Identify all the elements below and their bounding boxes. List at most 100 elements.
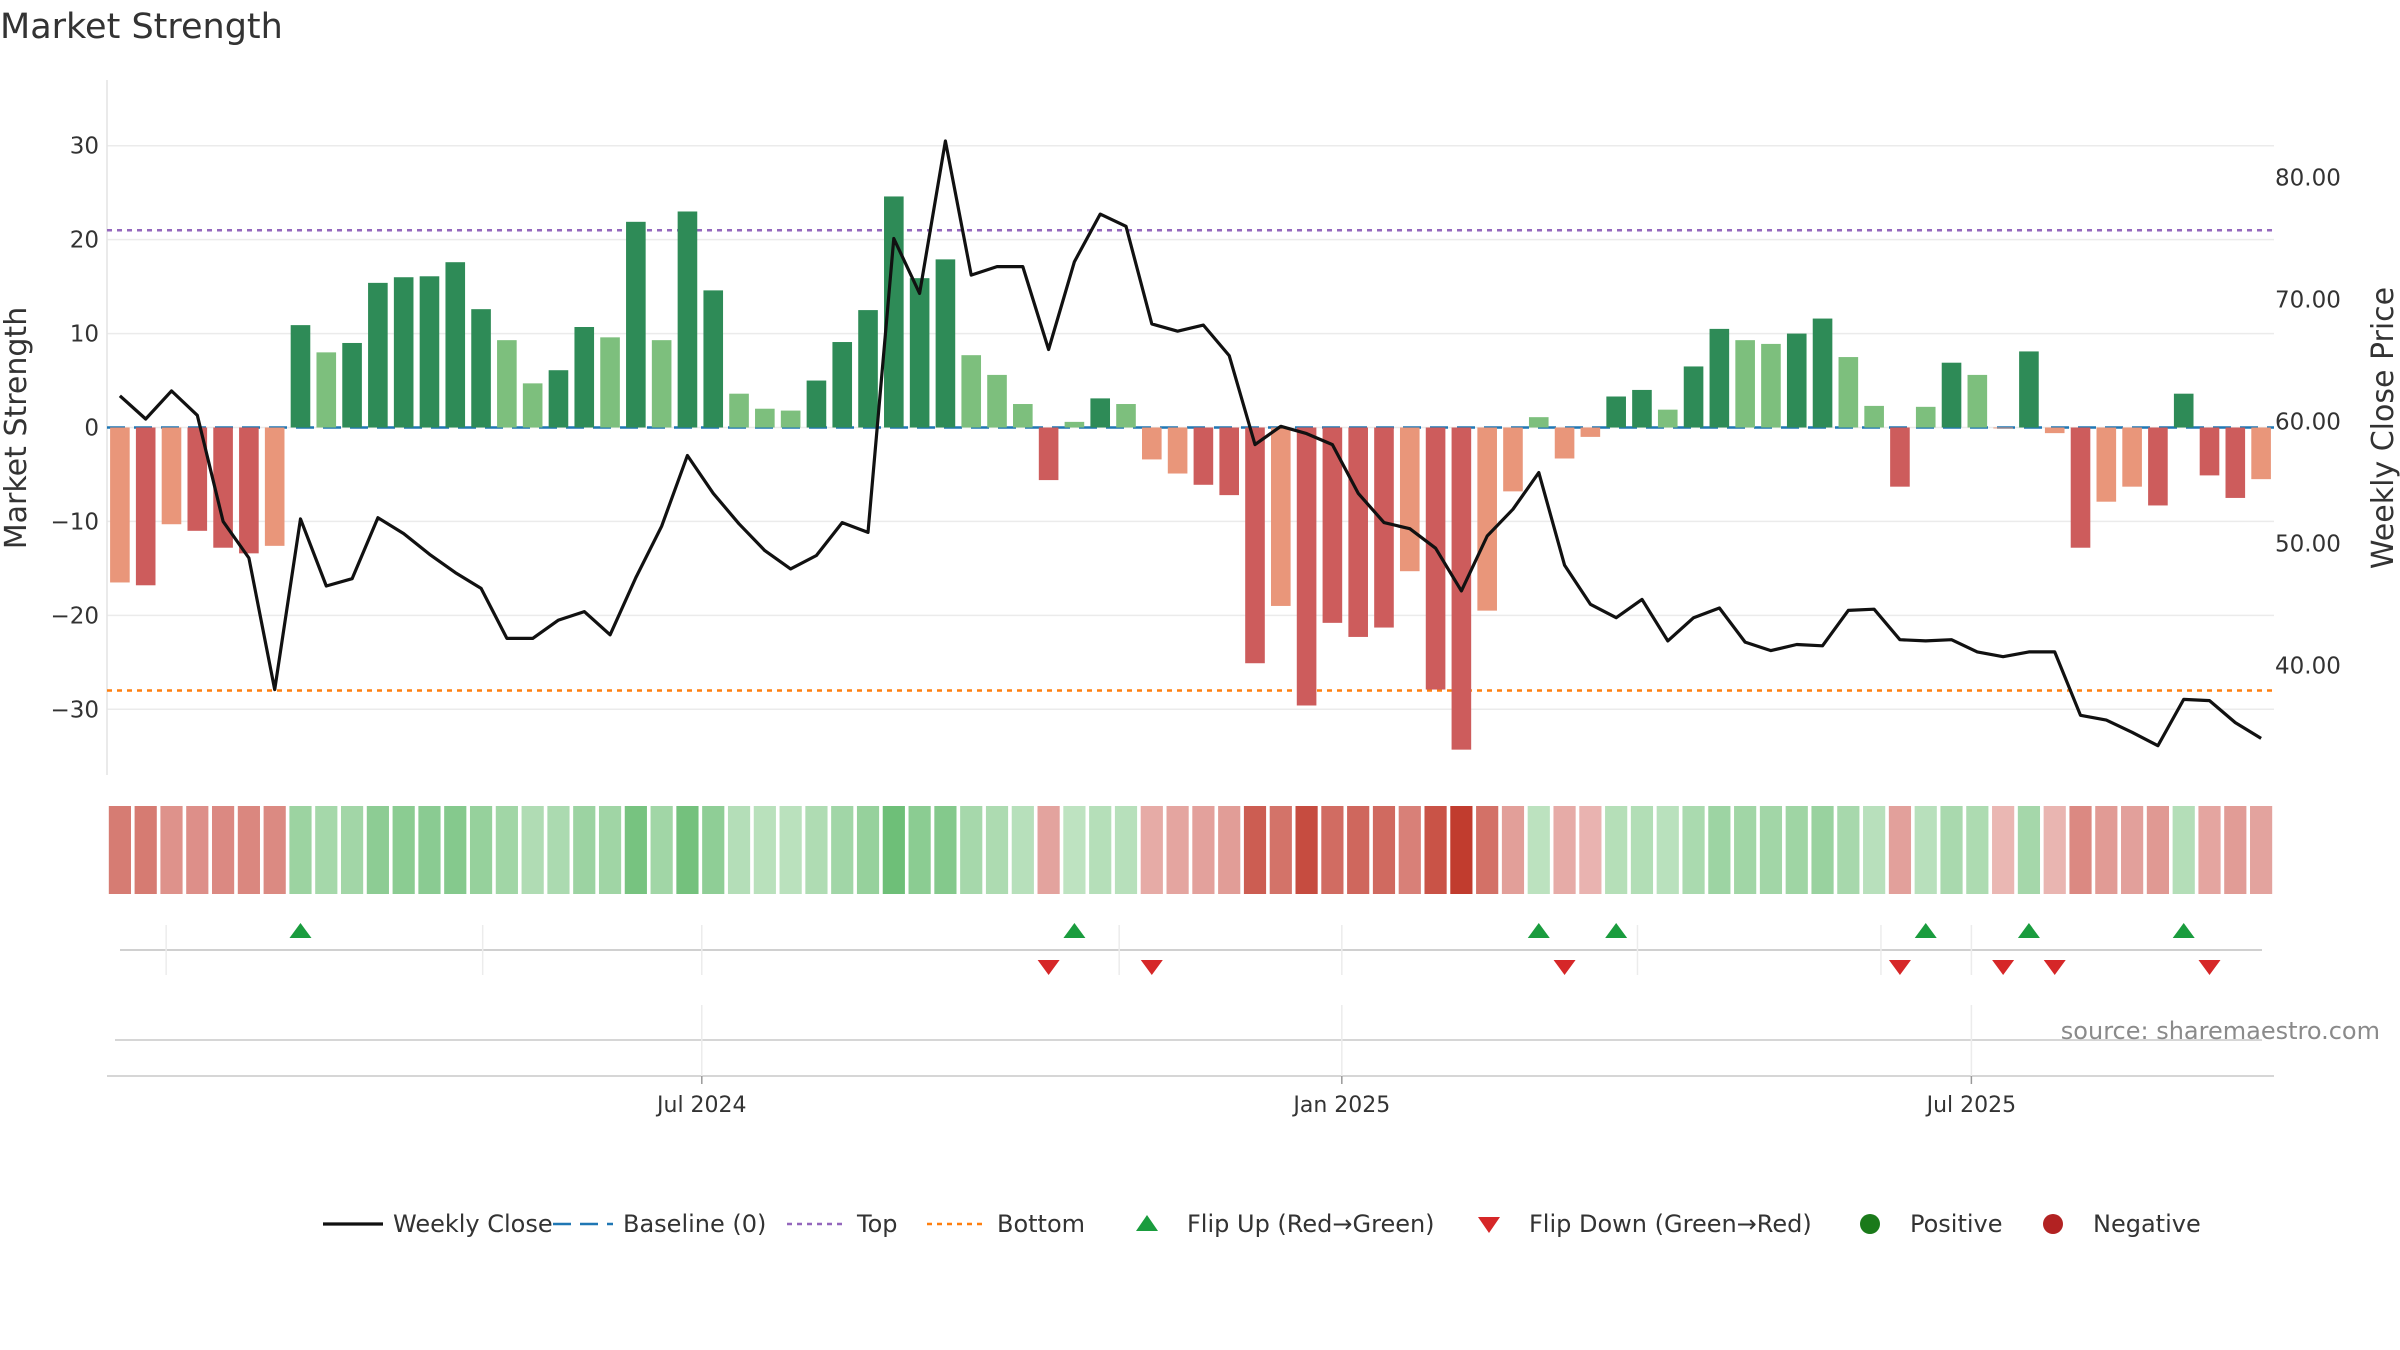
- strength-heat-strip: [108, 806, 2273, 894]
- flip-up-marker: [2172, 923, 2195, 938]
- flip-down-marker: [2198, 960, 2221, 975]
- reference-lines: [107, 229, 2274, 692]
- right-axis-title: Weekly Close Price: [2366, 287, 2400, 569]
- left-tick-label: 20: [70, 228, 99, 254]
- strength-bar: [1219, 427, 1239, 496]
- heat-cell: [1450, 806, 1473, 894]
- flip-down-marker: [2043, 960, 2066, 975]
- flip-up-marker: [1527, 923, 1550, 938]
- heat-cell: [676, 806, 699, 894]
- legend-item-negative: Negative: [2043, 1210, 2201, 1238]
- strength-bar: [1606, 396, 1626, 428]
- strength-bar: [1167, 427, 1188, 474]
- heat-cell: [1063, 806, 1086, 894]
- heat-cell: [882, 806, 905, 894]
- strength-bar: [987, 374, 1007, 428]
- strength-bar: [806, 380, 827, 428]
- heat-cell: [392, 806, 415, 894]
- heat-cell: [1579, 806, 1602, 894]
- left-tick-label: 30: [70, 134, 99, 160]
- flip-up-marker: [2017, 923, 2040, 938]
- chart-title: Market Strength: [0, 7, 283, 47]
- heat-cell: [1424, 806, 1447, 894]
- heat-cell: [1347, 806, 1370, 894]
- legend-label: Flip Down (Green→Red): [1529, 1210, 1812, 1238]
- weekly-close-series: [118, 139, 2262, 748]
- strength-bar: [1090, 398, 1111, 428]
- right-axis-ticks: 80.00 70.00 60.00 50.00 40.00: [2275, 166, 2341, 680]
- strength-bar: [1915, 406, 1936, 428]
- strength-bar: [1761, 343, 1781, 428]
- heat-cell: [2017, 806, 2041, 894]
- heat-cell: [856, 806, 880, 894]
- strength-bar: [1890, 427, 1910, 487]
- strength-bar: [1735, 340, 1755, 428]
- right-tick-label: 50.00: [2275, 531, 2341, 557]
- heat-cell: [650, 806, 673, 894]
- date-tick-label: Jul 2024: [655, 1093, 747, 1118]
- heat-cell: [1269, 806, 1292, 894]
- heat-cell: [495, 806, 518, 894]
- strength-bar: [1193, 427, 1214, 485]
- strength-bar: [2148, 427, 2168, 506]
- heat-cell: [1140, 806, 1163, 894]
- heat-cell: [186, 806, 209, 894]
- strength-bar: [1425, 427, 1446, 690]
- strength-bar: [909, 278, 930, 428]
- strength-bar: [1993, 427, 2013, 429]
- left-tick-label: −20: [50, 603, 99, 629]
- date-tick-label: Jan 2025: [1291, 1093, 1390, 1118]
- strength-bar: [497, 340, 517, 428]
- heat-cell: [2250, 806, 2273, 894]
- heat-cell: [960, 806, 983, 894]
- flip-up-marker: [1063, 923, 1086, 938]
- strength-bar: [368, 282, 388, 428]
- flip-up-marker: [1914, 923, 1937, 938]
- heat-cell: [2146, 806, 2170, 894]
- right-tick-label: 80.00: [2275, 166, 2341, 192]
- legend-label: Weekly Close: [393, 1210, 553, 1238]
- strength-bar: [1013, 404, 1033, 428]
- heat-cell: [2172, 806, 2195, 894]
- heat-cell: [1605, 806, 1628, 894]
- legend-label: Top: [856, 1210, 898, 1238]
- heat-cell: [418, 806, 441, 894]
- strength-bar: [1142, 427, 1162, 460]
- strength-bar: [574, 327, 595, 428]
- chart-legend: Weekly Close Baseline (0) Top Bottom Flip Up…: [323, 1210, 2201, 1238]
- heat-cell: [727, 806, 751, 894]
- strength-bar: [213, 427, 233, 548]
- heat-cell: [1811, 806, 1834, 894]
- legend-label: Positive: [1910, 1210, 2003, 1238]
- strength-bar: [239, 427, 259, 554]
- strength-bar: [755, 408, 775, 428]
- heat-cell: [469, 806, 493, 894]
- right-tick-label: 40.00: [2275, 653, 2341, 679]
- heat-cell: [1037, 806, 1060, 894]
- strength-bar: [780, 410, 801, 428]
- flip-signal-panel: [120, 923, 2262, 975]
- left-tick-label: 10: [70, 322, 99, 348]
- heat-cell: [340, 806, 364, 894]
- heat-cell: [779, 806, 802, 894]
- legend-item-baseline: Baseline (0): [553, 1210, 766, 1238]
- heat-cell: [1166, 806, 1189, 894]
- strength-bar: [1864, 405, 1884, 428]
- heat-cell: [366, 806, 389, 894]
- strength-bar: [1296, 427, 1317, 706]
- heat-cell: [1759, 806, 1783, 894]
- legend-item-top: Top: [787, 1210, 898, 1238]
- heat-cell: [1295, 806, 1318, 894]
- strength-bar: [1477, 427, 1497, 611]
- strength-bar: [961, 355, 982, 428]
- strength-bar: [1786, 333, 1807, 428]
- flip-up-marker: [289, 923, 312, 938]
- strength-bar: [1838, 357, 1859, 428]
- strength-bar: [1812, 318, 1833, 428]
- heat-cell: [211, 806, 235, 894]
- heat-cell: [831, 806, 854, 894]
- legend-swatch: [1860, 1214, 1880, 1234]
- heat-cell: [289, 806, 312, 894]
- right-tick-label: 60.00: [2275, 409, 2341, 435]
- strength-bars: [110, 196, 2271, 750]
